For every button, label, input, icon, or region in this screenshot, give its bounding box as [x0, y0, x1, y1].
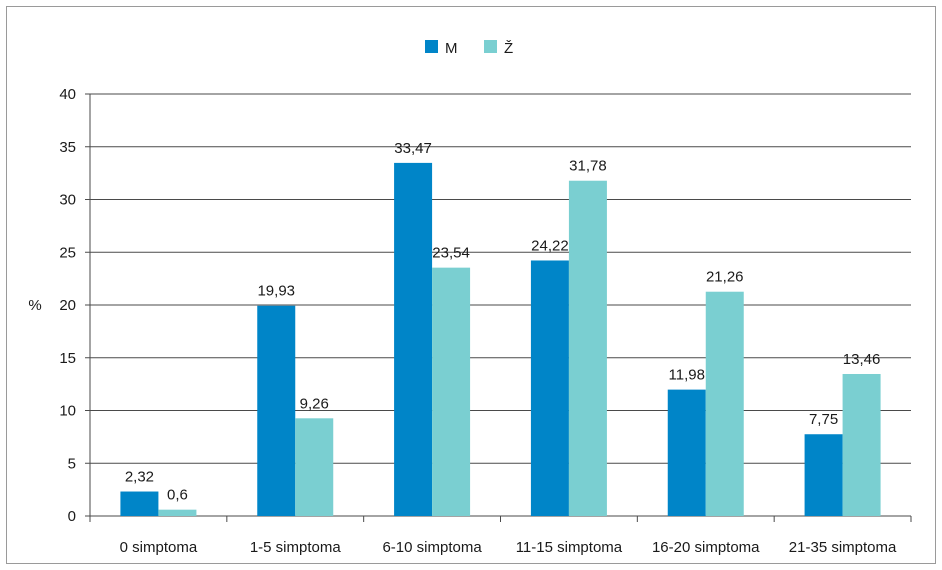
data-label: 13,46: [843, 351, 881, 368]
legend-label: Ž: [504, 40, 513, 57]
x-tick-label: 16-20 simptoma: [652, 539, 760, 556]
y-tick-label: 15: [59, 350, 76, 367]
bar-z: [158, 509, 197, 516]
data-label: 19,93: [257, 283, 295, 300]
y-tick-label: 0: [68, 508, 76, 525]
bar-m: [120, 491, 159, 516]
y-tick-label: 10: [59, 403, 76, 420]
x-tick-label: 11-15 simptoma: [516, 539, 623, 556]
bar-m: [530, 260, 569, 516]
data-label: 7,75: [809, 411, 838, 428]
bar-z: [295, 418, 334, 516]
data-label: 33,47: [394, 140, 432, 157]
legend-label: M: [445, 40, 458, 57]
legend-swatch: [484, 40, 497, 53]
data-label: 11,98: [669, 367, 705, 384]
data-label: 23,54: [432, 245, 470, 262]
y-tick-label: 20: [59, 297, 76, 314]
data-label: 0,6: [167, 487, 188, 504]
data-label: 31,78: [569, 158, 607, 175]
bar-z: [705, 291, 744, 516]
x-tick-label: 0 simptoma: [120, 539, 198, 556]
x-tick-label: 1-5 simptoma: [250, 539, 342, 556]
y-tick-label: 40: [59, 86, 76, 103]
data-label: 2,32: [125, 469, 154, 486]
data-label: 24,22: [531, 237, 569, 254]
data-label: 9,26: [300, 395, 329, 412]
y-tick-label: 25: [59, 244, 76, 261]
y-tick-label: 30: [59, 192, 76, 209]
bar-m: [257, 305, 296, 516]
y-tick-label: 5: [68, 455, 76, 472]
x-tick-label: 21-35 simptoma: [789, 539, 897, 556]
chart-frame: [6, 6, 936, 564]
legend-swatch: [425, 40, 438, 53]
x-tick-label: 6-10 simptoma: [382, 539, 482, 556]
bar-m: [667, 389, 706, 516]
data-label: 21,26: [706, 269, 744, 286]
bar-z: [568, 180, 607, 516]
y-axis-title: %: [28, 297, 41, 314]
bar-m: [804, 434, 843, 516]
y-tick-label: 35: [59, 139, 76, 156]
bar-z: [432, 267, 471, 516]
bar-z: [842, 373, 881, 516]
bar-m: [394, 162, 433, 517]
